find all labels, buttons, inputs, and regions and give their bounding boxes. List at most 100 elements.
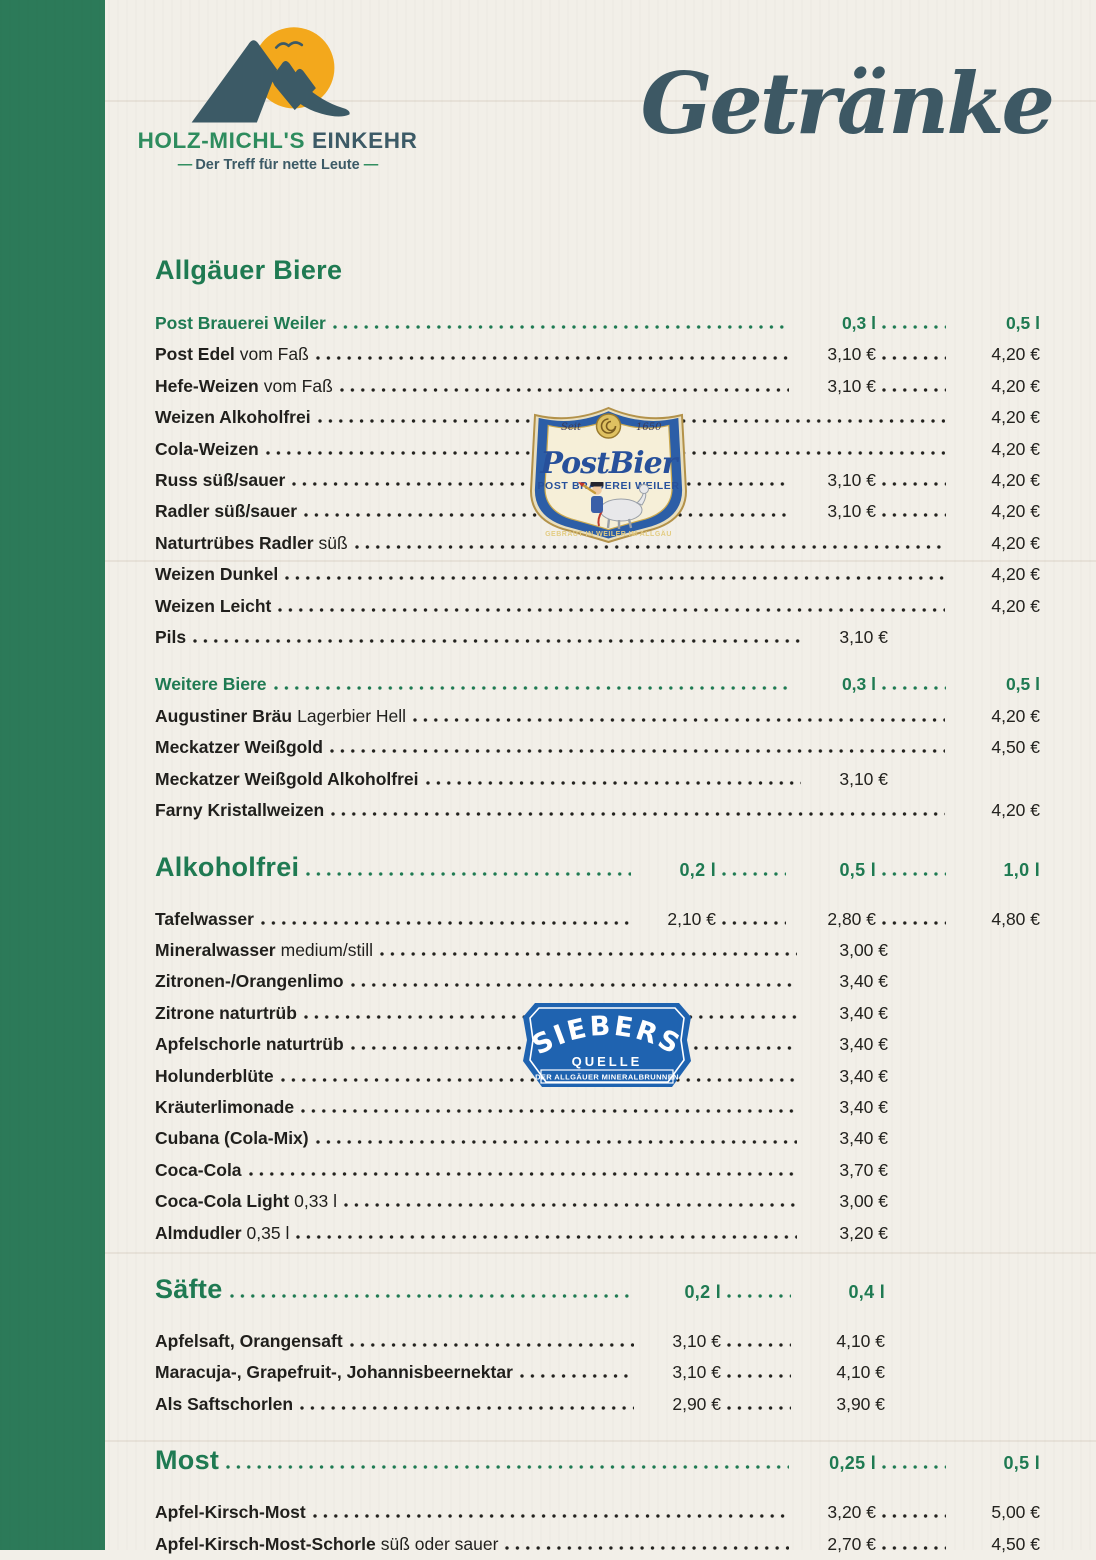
- price-value: 2,90 €: [672, 1393, 721, 1414]
- siebers-badge-icon: SIEBERS QUELLE DER ALLGÄUER MINERALBRUNN…: [523, 1003, 691, 1087]
- svg-text:QUELLE: QUELLE: [572, 1054, 643, 1069]
- size-column-label: 0,5 l: [1005, 313, 1040, 333]
- menu-item-row: Almdudler 0,35 l 3,20 €: [155, 1218, 1040, 1249]
- menu-item-name: Apfel-Kirsch-Most: [155, 1502, 306, 1523]
- price-value: 3,40 €: [839, 1128, 888, 1149]
- size-column-label: 0,5 l: [839, 859, 876, 880]
- dot-leader: [343, 1203, 797, 1208]
- menu-item-row: Coca-Cola Light 0,33 l 3,00 €: [155, 1186, 1040, 1217]
- group-subheader-label: Weitere Biere: [155, 674, 267, 695]
- menu-item-label: Almdudler 0,35 l: [155, 1218, 289, 1249]
- price-value: 4,20 €: [991, 407, 1040, 428]
- dot-leader: [278, 607, 945, 612]
- menu-item-desc: 0,35 l: [246, 1222, 290, 1243]
- dot-leader: [315, 356, 789, 361]
- dot-leader: [505, 1545, 789, 1550]
- price-value: 4,50 €: [991, 737, 1040, 758]
- price-value: 3,20 €: [839, 1222, 888, 1243]
- menu-item-label: Zitronen-/Orangenlimo: [155, 966, 344, 997]
- group-subheader: Post Brauerei Weiler 0,3 l 0,5 l: [155, 308, 1040, 339]
- dot-leader: [329, 749, 945, 754]
- svg-text:1650: 1650: [636, 422, 662, 433]
- price-value: 4,20 €: [991, 532, 1040, 553]
- dot-leader: [331, 812, 945, 817]
- menu-item-name: Holunderblüte: [155, 1065, 274, 1086]
- menu-item-name: Cola-Weizen: [155, 438, 259, 459]
- tagline-dash-left: —: [177, 157, 192, 173]
- dot-leader: [727, 1374, 791, 1379]
- price-value: 3,10 €: [827, 470, 876, 491]
- menu-item-label: Farny Kristallweizen: [155, 795, 324, 826]
- dot-leader: [727, 1342, 791, 1347]
- dot-leader: [727, 1405, 791, 1410]
- menu-item-label: Tafelwasser: [155, 904, 254, 935]
- brand-name-secondary: EINKEHR: [311, 128, 418, 153]
- price-value: 3,90 €: [836, 1393, 885, 1414]
- dot-leader: [727, 1293, 791, 1298]
- menu-group: Apfelsaft, Orangensaft 3,10 € 4,10 € Maracu…: [155, 1326, 885, 1420]
- dot-leader: [882, 1514, 946, 1519]
- dot-leader: [882, 686, 946, 691]
- menu-item-label: Zitrone naturtrüb: [155, 998, 297, 1029]
- menu-item-row: Mineralwasser medium/still 3,00 €: [155, 935, 1040, 966]
- price-value: 3,40 €: [839, 1034, 888, 1055]
- menu-item-desc: süß oder sauer: [380, 1533, 499, 1554]
- price-value: 4,10 €: [836, 1362, 885, 1383]
- menu-item-name: Apfelsaft, Orangensaft: [155, 1330, 343, 1351]
- menu-item-name: Meckatzer Weißgold: [155, 737, 323, 758]
- menu-item-row: Apfelsaft, Orangensaft 3,10 € 4,10 €: [155, 1326, 885, 1357]
- menu-item-label: Apfelsaft, Orangensaft: [155, 1326, 343, 1357]
- price-value: 2,70 €: [827, 1533, 876, 1554]
- menu-item-name: Coca-Cola: [155, 1159, 242, 1180]
- price-value: 3,10 €: [839, 627, 888, 648]
- size-column-label: 0,3 l: [841, 674, 876, 695]
- size-column-label: 0,5 l: [1003, 1453, 1040, 1474]
- price-value: 3,10 €: [672, 1362, 721, 1383]
- menu-group: Post Brauerei Weiler 0,3 l 0,5 l Post Edel v…: [155, 308, 1040, 653]
- section-heading: Most 0,25 l 0,5 l: [155, 1442, 1040, 1481]
- dot-leader: [354, 544, 945, 549]
- menu-item-label: Apfelschorle naturtrüb: [155, 1029, 344, 1060]
- menu-item-row: Augustiner Bräu Lagerbier Hell 4,20 €: [155, 701, 1040, 732]
- price-value: 3,40 €: [839, 1065, 888, 1086]
- menu-item-name: Weizen Leicht: [155, 595, 272, 616]
- menu-item-name: Russ süß/sauer: [155, 470, 286, 491]
- price-value: 4,10 €: [836, 1330, 885, 1351]
- menu-item-label: Meckatzer Weißgold Alkoholfrei: [155, 764, 419, 795]
- dot-leader: [301, 1108, 797, 1113]
- menu-item-name: Zitronen-/Orangenlimo: [155, 971, 344, 992]
- menu-item-row: Tafelwasser 2,10 € 2,80 € 4,80 €: [155, 904, 1040, 935]
- menu-item-desc: 0,33 l: [294, 1191, 337, 1212]
- menu-item-name: Meckatzer Weißgold Alkoholfrei: [155, 768, 419, 789]
- price-value: 3,40 €: [839, 1096, 888, 1117]
- menu-item-name: Coca-Cola Light: [155, 1191, 290, 1212]
- price-value: 4,20 €: [991, 438, 1040, 459]
- price-value: 3,70 €: [839, 1159, 888, 1180]
- menu-item-desc: vom Faß: [263, 375, 333, 396]
- menu-item-row: Apfel-Kirsch-Most 3,20 € 5,00 €: [155, 1497, 1040, 1528]
- menu-item-desc: süß: [318, 532, 348, 553]
- menu-item-label: Cubana (Cola-Mix): [155, 1123, 309, 1154]
- menu-item-name: Weizen Alkoholfrei: [155, 407, 311, 428]
- dot-leader: [425, 780, 801, 785]
- dot-leader: [722, 871, 786, 876]
- page-title: Getränke: [640, 54, 1055, 153]
- menu-item-name: Maracuja-, Grapefruit-, Johannisbeernekt…: [155, 1362, 513, 1383]
- menu-item-name: Almdudler: [155, 1222, 242, 1243]
- menu-item-name: Apfel-Kirsch-Most-Schorle: [155, 1533, 376, 1554]
- size-column-label: 0,25 l: [829, 1453, 876, 1474]
- menu-item-label: Russ süß/sauer: [155, 465, 285, 496]
- menu-item-name: Cubana (Cola-Mix): [155, 1128, 309, 1149]
- menu-group: Weitere Biere 0,3 l 0,5 l Augustiner Bräu La…: [155, 669, 1040, 826]
- dot-leader: [300, 1405, 634, 1410]
- group-subheader: Weitere Biere 0,3 l 0,5 l: [155, 669, 1040, 700]
- group-subheader-label: Post Brauerei Weiler: [155, 313, 326, 333]
- price-value: 4,20 €: [991, 470, 1040, 491]
- menu-item-name: Naturtrübes Radler: [155, 532, 314, 553]
- menu-item-row: Apfel-Kirsch-Most-Schorle süß oder sauer 2…: [155, 1529, 1040, 1560]
- dot-leader: [339, 387, 789, 392]
- price-value: 4,20 €: [991, 595, 1040, 616]
- menu-item-label: Weizen Leicht: [155, 591, 271, 622]
- price-value: 5,00 €: [991, 1502, 1040, 1523]
- menu-item-label: Maracuja-, Grapefruit-, Johannisbeernekt…: [155, 1357, 513, 1388]
